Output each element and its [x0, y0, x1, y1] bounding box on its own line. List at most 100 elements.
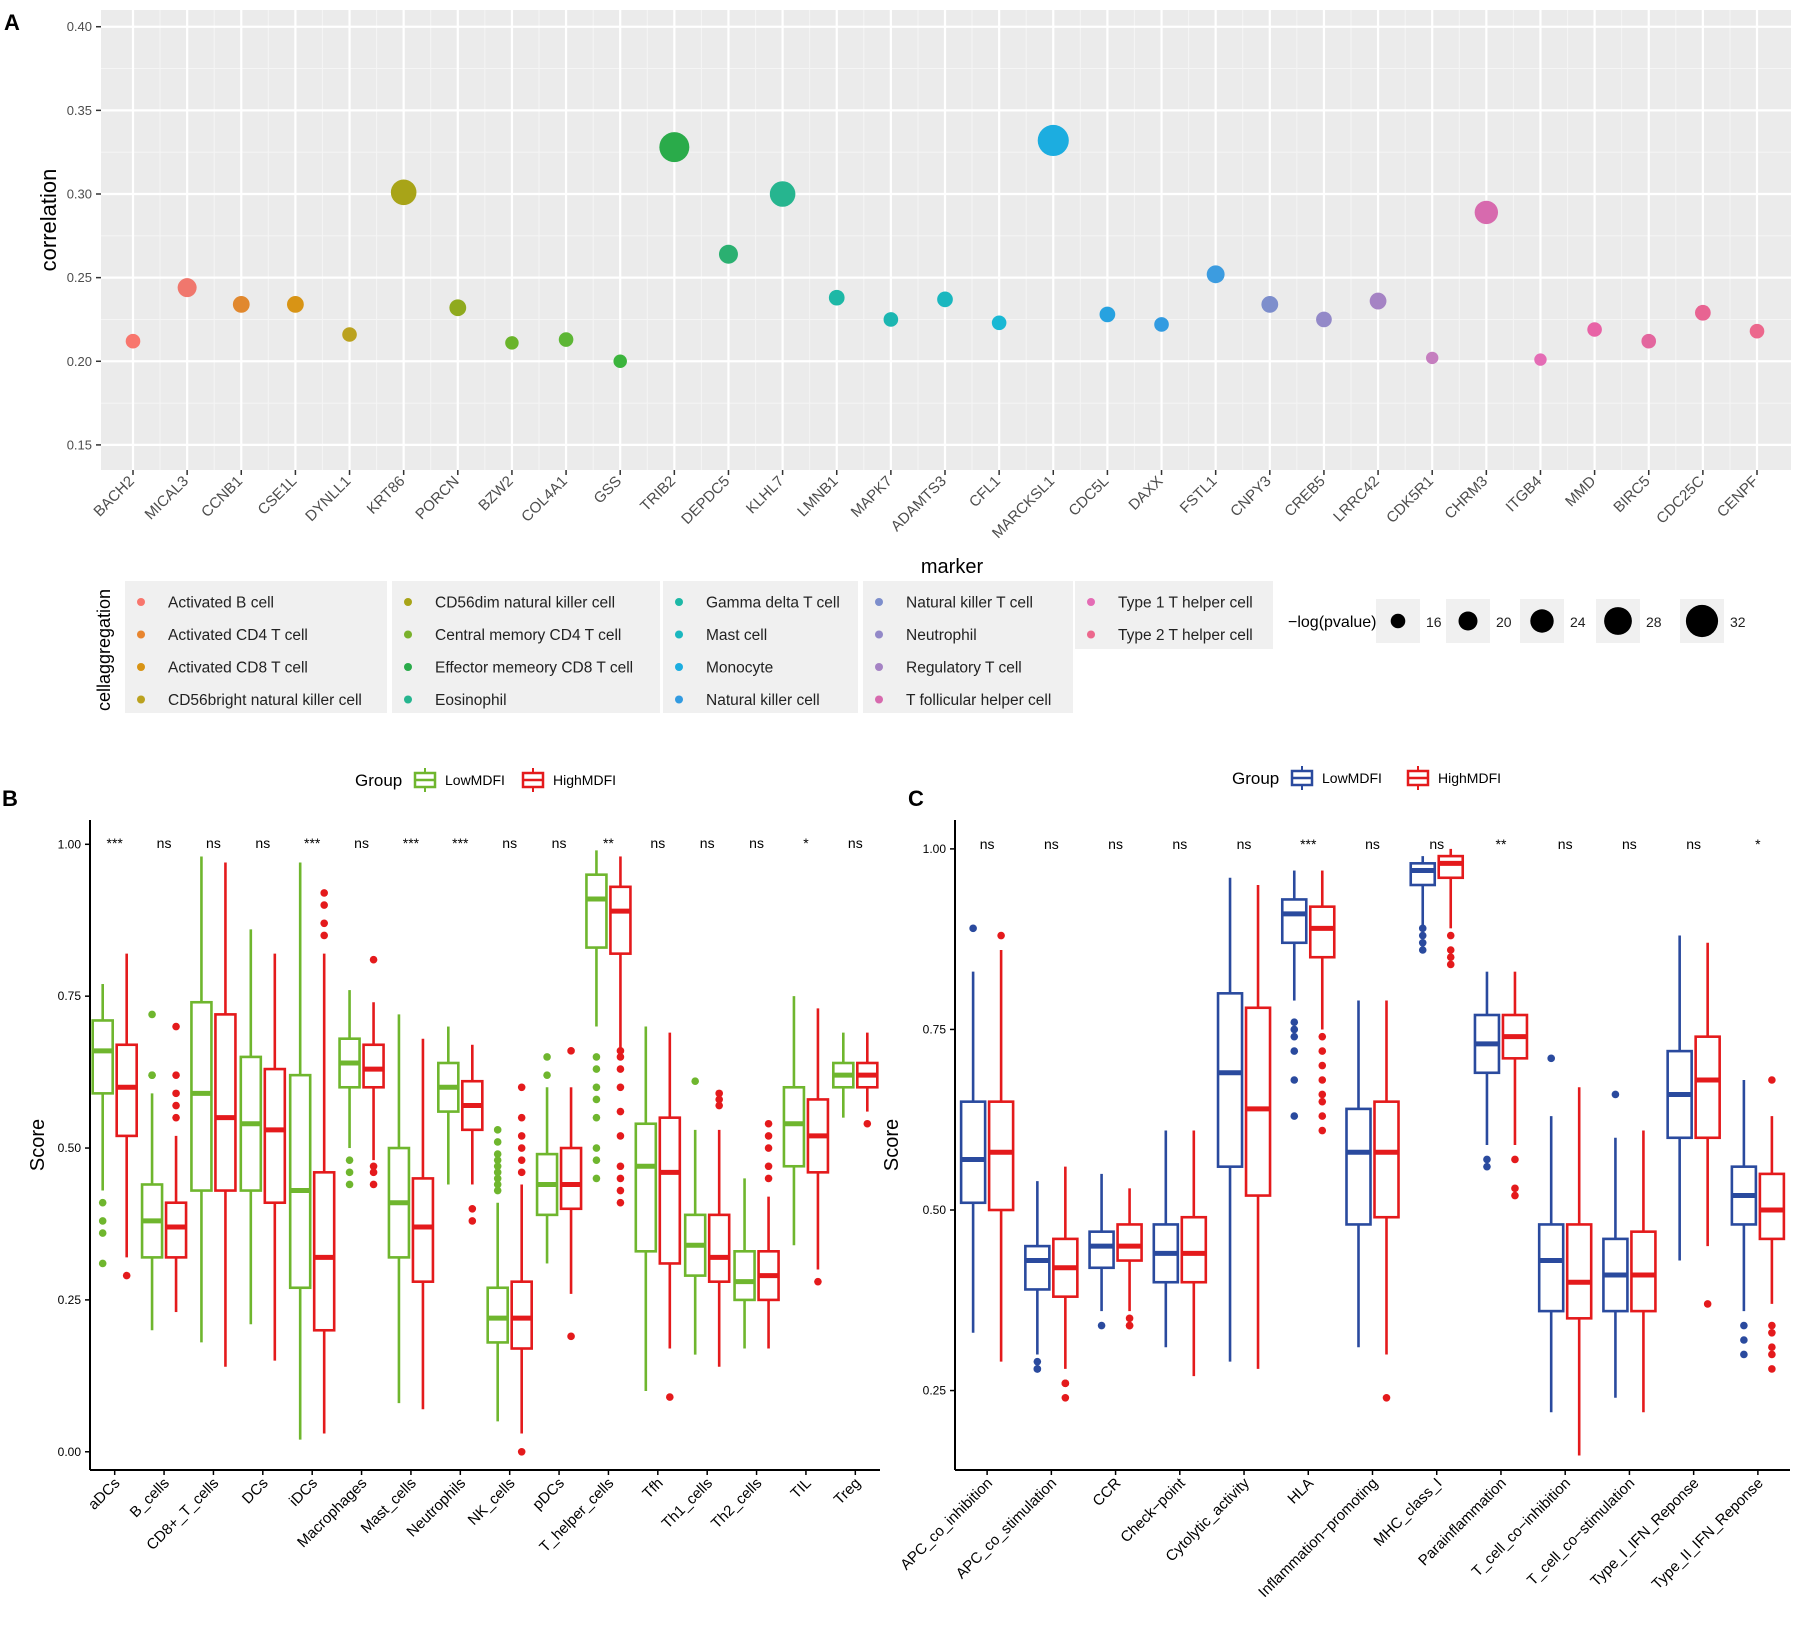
- significance-label: ns: [1108, 836, 1123, 852]
- outlier-point: [1768, 1328, 1776, 1337]
- significance-label: ns: [1429, 836, 1444, 852]
- significance-label: ***: [403, 835, 420, 851]
- legend-label: HighMDFI: [553, 772, 616, 788]
- data-point: [1695, 304, 1711, 321]
- outlier-point: [1418, 931, 1427, 940]
- box-low-mdfi: [1088, 1173, 1115, 1330]
- size-legend-label: 20: [1496, 614, 1512, 630]
- iqr-box: [1024, 1244, 1051, 1291]
- box-low-mdfi: [91, 984, 114, 1268]
- box-low-mdfi: [733, 1178, 756, 1349]
- box-low-mdfi: [387, 1014, 411, 1404]
- y-tick-label: 0.00: [58, 1445, 82, 1459]
- significance-label: ns: [1558, 836, 1573, 852]
- iqr-box: [1116, 1223, 1143, 1262]
- outlier-point: [567, 1332, 575, 1341]
- legend-key-background: [863, 581, 1073, 713]
- data-point: [449, 299, 467, 317]
- outlier-point: [616, 1162, 625, 1171]
- outlier-point: [592, 1065, 601, 1073]
- outlier-point: [1318, 1061, 1327, 1070]
- box-high-mdfi: [609, 856, 632, 1207]
- outlier-point: [493, 1156, 502, 1164]
- significance-label: ns: [157, 835, 172, 851]
- y-tick-label: 0.15: [67, 437, 92, 452]
- iqr-box: [733, 1250, 756, 1302]
- box-high-mdfi: [411, 1038, 435, 1410]
- box-low-mdfi: [486, 1126, 509, 1422]
- outlier-point: [616, 1107, 625, 1116]
- outlier-point: [468, 1204, 477, 1213]
- box-high-mdfi: [757, 1119, 780, 1349]
- outlier-point: [517, 1132, 526, 1140]
- outlier-point: [764, 1174, 773, 1183]
- outlier-point: [1318, 1126, 1327, 1135]
- iqr-box: [190, 1000, 213, 1192]
- iqr-box: [1280, 898, 1308, 945]
- outlier-point: [1547, 1054, 1555, 1063]
- outlier-point: [1768, 1365, 1776, 1373]
- outlier-point: [1061, 1393, 1070, 1402]
- box-high-mdfi: [1244, 885, 1272, 1369]
- panel-b-boxplot: B Group LowMDFI HighMDFI 0.00 0.25 0.50 0.75 1…: [2, 768, 880, 1556]
- iqr-box: [658, 1116, 682, 1265]
- iqr-box: [1537, 1223, 1565, 1313]
- box-high-mdfi: [164, 1022, 188, 1313]
- cell-aggregation-legend: cellaggregation Activated B cell Activate…: [94, 581, 1273, 713]
- outlier-point: [1290, 1018, 1299, 1027]
- data-point: [659, 132, 690, 163]
- outlier-point: [1290, 1047, 1299, 1055]
- box-low-mdfi: [1730, 1080, 1758, 1359]
- panel-label-b: B: [2, 786, 18, 811]
- significance-label: ns: [502, 835, 517, 851]
- outlier-point: [1061, 1379, 1070, 1388]
- data-point: [718, 244, 738, 264]
- significance-label: ns: [650, 835, 665, 851]
- box-low-mdfi: [535, 1053, 559, 1264]
- legend-swatch: [404, 663, 412, 671]
- y-tick-label: 1.00: [58, 837, 82, 851]
- outlier-point: [715, 1089, 723, 1098]
- iqr-box: [164, 1201, 188, 1259]
- data-point: [1749, 323, 1765, 339]
- outlier-point: [517, 1083, 526, 1092]
- outlier-point: [715, 1095, 723, 1104]
- outlier-point: [1033, 1365, 1042, 1373]
- outlier-point: [172, 1022, 180, 1031]
- iqr-box: [559, 1146, 583, 1211]
- outlier-point: [369, 1162, 378, 1171]
- box-high-mdfi: [1758, 1076, 1786, 1373]
- outlier-point: [493, 1174, 502, 1183]
- iqr-box: [486, 1286, 509, 1344]
- legend-label: Mast cell: [706, 627, 767, 644]
- panel-label-a: A: [4, 10, 20, 35]
- significance-label: **: [603, 835, 614, 851]
- data-point: [1316, 311, 1332, 328]
- outlier-point: [1418, 946, 1427, 954]
- outlier-point: [592, 1174, 601, 1183]
- outlier-point: [148, 1010, 156, 1019]
- legend-label: CD56bright natural killer cell: [168, 692, 362, 709]
- iqr-box: [987, 1100, 1015, 1212]
- x-axis-title: marker: [921, 556, 984, 578]
- outlier-point: [1318, 1097, 1327, 1106]
- significance-label: *: [1755, 836, 1761, 852]
- outlier-point: [320, 889, 328, 897]
- data-point: [1154, 317, 1169, 332]
- outlier-point: [1511, 1191, 1519, 1200]
- outlier-point: [1703, 1300, 1712, 1308]
- box-high-mdfi: [1565, 1087, 1593, 1456]
- box-low-mdfi: [1602, 1090, 1629, 1398]
- outlier-point: [969, 924, 977, 933]
- outlier-point: [592, 1095, 601, 1104]
- legend-label: LowMDFI: [1322, 770, 1382, 786]
- legend-swatch: [404, 695, 412, 704]
- outlier-point: [1768, 1321, 1776, 1330]
- outlier-point: [592, 1156, 601, 1164]
- outlier-point: [1318, 1112, 1327, 1120]
- iqr-box: [115, 1043, 138, 1138]
- outlier-point: [543, 1071, 551, 1079]
- size-legend-dot: [1604, 607, 1632, 635]
- legend-swatch: [875, 663, 883, 671]
- data-point: [1641, 333, 1657, 349]
